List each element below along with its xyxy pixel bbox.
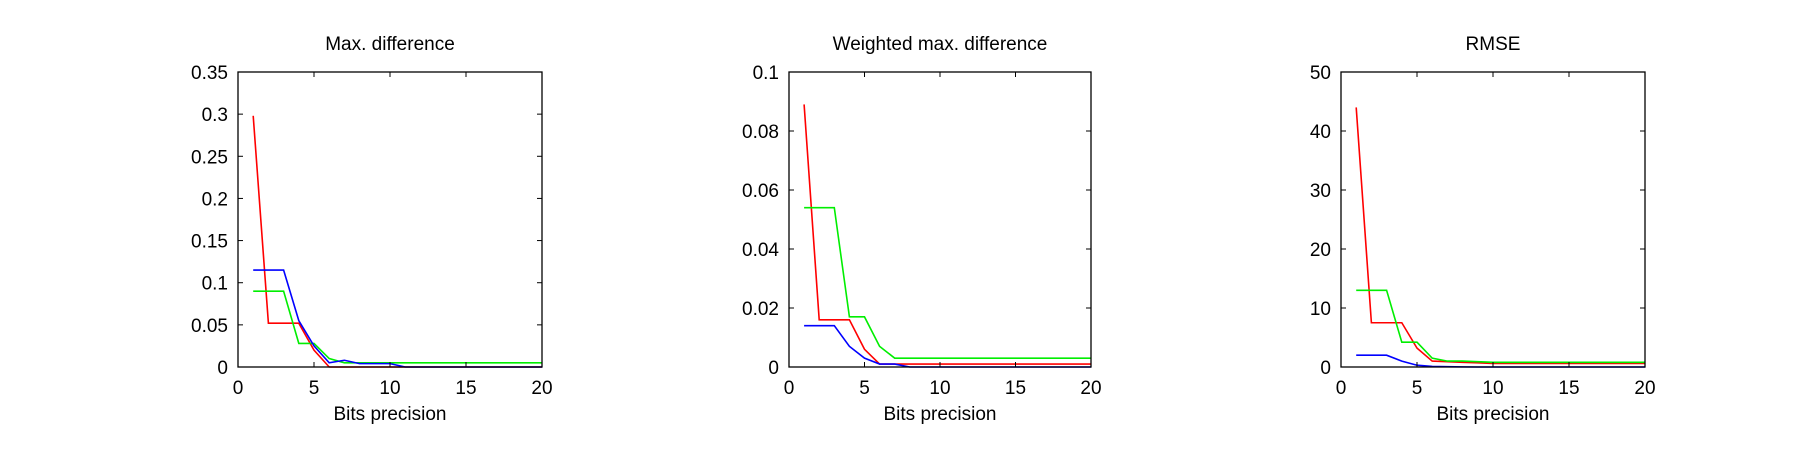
y-tick-label: 0.04 <box>742 240 779 261</box>
series-line-2 <box>1356 289 1645 364</box>
y-tick-label: 0.05 <box>191 316 228 337</box>
x-tick-label: 20 <box>1080 378 1101 399</box>
x-tick-label: 0 <box>1336 378 1347 399</box>
series-line-3 <box>804 324 1091 368</box>
x-tick-label: 0 <box>233 378 244 399</box>
x-tick-label: 15 <box>455 378 476 399</box>
x-tick-label: 20 <box>531 378 552 399</box>
y-tick-label: 0 <box>768 358 779 379</box>
x-tick-label: 15 <box>1558 378 1579 399</box>
y-tick-label: 0.06 <box>742 181 779 202</box>
y-tick-label: 0.02 <box>742 299 779 320</box>
y-tick-label: 30 <box>1310 181 1331 202</box>
x-axis-label: Bits precision <box>334 404 447 425</box>
chart-panel-3: 0 5 10 15 20 0 10 20 30 40 50 RMSE Bits precision <box>1310 34 1656 425</box>
y-tick-label: 10 <box>1310 299 1331 320</box>
x-axis-label: Bits precision <box>1437 404 1550 425</box>
series-line-3 <box>253 269 542 368</box>
y-tick-label: 0 <box>217 358 228 379</box>
x-tick-label: 15 <box>1005 378 1026 399</box>
plot-frame <box>788 71 1092 368</box>
series-line-1 <box>252 115 542 368</box>
y-tick-label: 0.25 <box>191 147 228 168</box>
x-axis-label: Bits precision <box>884 404 997 425</box>
y-tick-label: 20 <box>1310 240 1331 261</box>
series-line-3 <box>1356 354 1645 368</box>
x-tick-label: 10 <box>929 378 950 399</box>
y-tick-label: 0.15 <box>191 232 228 253</box>
chart-panel-2: 0 5 10 15 20 0 0.02 0.04 0.06 0.08 0.1 Weighted max… <box>742 34 1102 425</box>
y-tick-label: 40 <box>1310 122 1331 143</box>
x-tick-label: 0 <box>784 378 795 399</box>
x-tick-label: 10 <box>1482 378 1503 399</box>
series-line-2 <box>253 290 542 364</box>
series-line-2 <box>804 206 1091 359</box>
x-tick-label: 5 <box>309 378 320 399</box>
x-tick-label: 5 <box>1412 378 1423 399</box>
y-tick-label: 0 <box>1320 358 1331 379</box>
chart-title: RMSE <box>1466 34 1521 55</box>
series-line-1 <box>803 104 1091 365</box>
y-tick-label: 0.08 <box>742 122 779 143</box>
chart-title: Max. difference <box>325 34 455 55</box>
x-tick-label: 5 <box>859 378 870 399</box>
y-tick-label: 0.2 <box>202 189 228 210</box>
y-tick-label: 0.3 <box>202 105 228 126</box>
x-tick-label: 10 <box>379 378 400 399</box>
y-tick-label: 0.1 <box>753 63 779 84</box>
chart-panel-1: 0 5 10 15 20 0 0.05 0.1 0.15 0.2 0.25 0.3 0.35 Max. d… <box>191 34 553 425</box>
y-tick-label: 0.1 <box>202 274 228 295</box>
y-tick-label: 50 <box>1310 63 1331 84</box>
y-tick-label: 0.35 <box>191 63 228 84</box>
chart-title: Weighted max. difference <box>833 34 1048 55</box>
series-line-1 <box>1355 107 1645 365</box>
x-tick-label: 20 <box>1634 378 1655 399</box>
